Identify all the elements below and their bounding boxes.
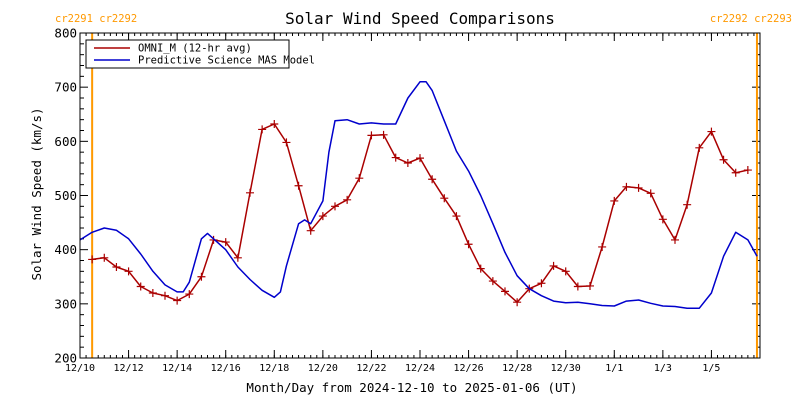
data-point-omni (561, 267, 570, 276)
x-tick-label: 1/1 (605, 363, 623, 374)
x-tick-label: 12/22 (356, 363, 386, 374)
x-tick-label: 12/24 (405, 363, 435, 374)
x-tick-label: 1/3 (654, 363, 672, 374)
y-axis-label: Solar Wind Speed (km/s) (29, 107, 44, 280)
x-tick-label: 12/16 (211, 363, 241, 374)
data-point-omni (100, 253, 109, 262)
y-tick-label: 300 (54, 296, 77, 311)
data-point-omni (391, 153, 400, 162)
data-point-omni (112, 263, 121, 271)
data-point-omni (501, 287, 509, 296)
data-point-omni (598, 242, 607, 251)
y-tick-label: 400 (54, 242, 77, 257)
data-point-omni (731, 168, 740, 177)
data-point-omni (343, 195, 352, 204)
data-point-omni (573, 282, 582, 291)
y-tick-label: 500 (54, 188, 77, 203)
data-point-omni (549, 261, 558, 270)
data-point-omni (161, 291, 169, 300)
x-axis-label: Month/Day from 2024-12-10 to 2025-01-06 … (246, 380, 577, 395)
x-tick-label: 12/10 (65, 363, 95, 374)
data-point-omni (379, 130, 388, 139)
data-point-omni (148, 289, 157, 297)
data-point-omni (197, 272, 206, 281)
data-point-omni (233, 253, 242, 262)
data-point-omni (221, 238, 230, 247)
data-point-omni (707, 127, 716, 136)
data-point-omni (513, 298, 522, 307)
data-point-omni (355, 174, 364, 183)
carrington-marker-label-left: cr2291 cr2292 (55, 13, 137, 25)
y-tick-label: 800 (54, 26, 77, 41)
data-point-omni (209, 235, 218, 244)
plot-frame (79, 32, 761, 359)
data-point-omni (258, 125, 267, 134)
x-tick-label: 1/5 (702, 363, 720, 374)
legend-label-mas: Predictive Science MAS Model (138, 55, 315, 67)
data-point-omni (282, 138, 291, 147)
legend: OMNI_M (12-hr avg) Predictive Science MA… (85, 39, 315, 69)
data-point-omni (136, 282, 145, 291)
data-point-omni (173, 296, 182, 305)
data-point-omni (331, 202, 339, 211)
data-point-omni (440, 194, 449, 203)
data-point-omni (124, 267, 133, 276)
data-point-omni (428, 175, 437, 184)
data-point-omni (622, 182, 631, 191)
data-point-omni (294, 181, 303, 190)
data-point-omni (634, 183, 643, 192)
data-point-omni (537, 279, 546, 288)
y-tick-label: 200 (54, 351, 77, 366)
data-point-omni (743, 166, 752, 175)
data-point-omni (367, 131, 376, 140)
y-tick-label: 600 (54, 134, 77, 149)
x-tick-label: 12/18 (259, 363, 289, 374)
x-tick-label: 12/26 (454, 363, 484, 374)
data-point-omni (488, 277, 497, 286)
data-point-omni (610, 196, 619, 205)
data-point-omni (246, 188, 254, 197)
data-point-omni (695, 143, 704, 152)
data-point-omni (452, 212, 461, 221)
chart-title: Solar Wind Speed Comparisons (285, 9, 555, 28)
data-point-omni (476, 264, 485, 273)
data-point-omni (270, 120, 279, 128)
legend-box (85, 39, 290, 69)
data-point-omni (416, 154, 424, 163)
data-point-omni (318, 212, 327, 221)
series-line-mas (79, 81, 758, 309)
data-point-omni (683, 200, 692, 209)
data-point-omni (671, 235, 679, 244)
data-point-omni (185, 290, 194, 299)
data-point-omni (719, 155, 728, 164)
data-point-omni (88, 255, 97, 264)
carrington-marker-label-right: cr2292 cr2293 (710, 13, 792, 25)
data-point-omni (658, 215, 667, 224)
data-point-omni (403, 159, 412, 167)
data-point-omni (464, 240, 473, 249)
y-tick-label: 700 (54, 80, 77, 95)
data-point-omni (646, 189, 655, 198)
legend-label-omni: OMNI_M (12-hr avg) (138, 43, 252, 55)
data-point-omni (586, 281, 594, 290)
x-tick-label: 12/28 (502, 363, 532, 374)
frame-layer (79, 32, 761, 359)
data-point-omni (306, 226, 315, 235)
x-tick-label: 12/20 (308, 363, 338, 374)
x-tick-label: 12/30 (551, 363, 581, 374)
x-tick-label: 12/14 (162, 363, 192, 374)
x-tick-label: 12/12 (114, 363, 144, 374)
series-layer (79, 81, 758, 309)
